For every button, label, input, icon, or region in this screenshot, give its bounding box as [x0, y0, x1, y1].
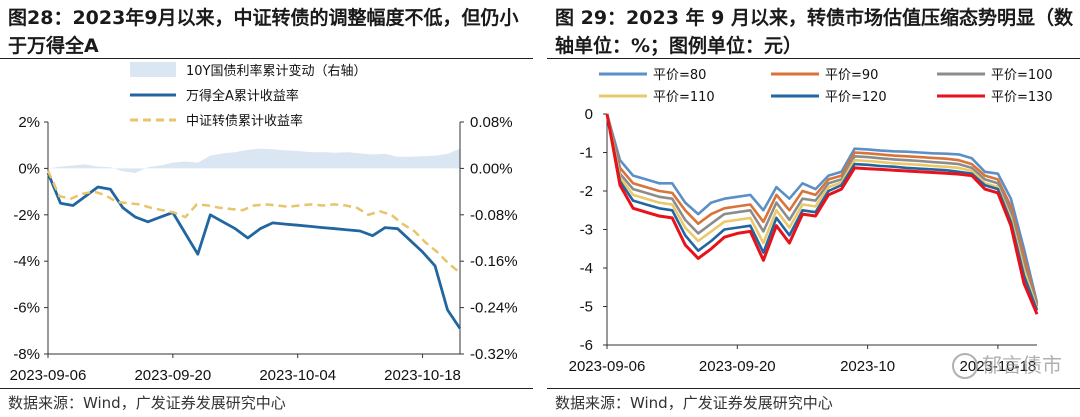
series-line-cb-index: [46, 170, 461, 274]
legend-label-parity-80: 平价=80: [653, 68, 706, 83]
left-chart-title: 图28：2023年9月以来，中证转债的调整幅度不低，但仍小于万得全A: [8, 7, 519, 57]
legend-label-parity-100: 平价=100: [991, 68, 1053, 83]
left-source-divider: [0, 388, 533, 389]
series-line-parity-110: [605, 113, 1039, 309]
wechat-icon: [952, 353, 978, 379]
legend-label-parity-110: 平价=110: [653, 90, 715, 105]
series-area-10y-yield: [48, 148, 460, 174]
legend-label-area: 10Y国债利率累计变动（右轴）: [186, 63, 366, 79]
watermark-text: 郁言债市: [982, 352, 1062, 377]
right-y-tick-label: -0.32%: [470, 346, 518, 363]
series-line-parity-120: [605, 113, 1039, 311]
x-tick-label: 2023-10-04: [259, 367, 336, 384]
left-y-tick-label: -4%: [13, 253, 40, 270]
y-tick-label: -2: [580, 183, 593, 200]
x-tick-label: 2023-09-06: [569, 358, 646, 375]
series-line-wind-a: [46, 172, 462, 330]
right-chart-title: 图 29：2023 年 9 月以来，转债市场估值压缩态势明显（数轴单位：%；图例…: [555, 7, 1074, 57]
y-tick-label: -3: [580, 222, 593, 239]
left-y-tick-label: -8%: [13, 346, 40, 363]
left-title-divider: [0, 58, 533, 59]
x-tick-label: 2023-10: [840, 358, 895, 375]
legend-label-wind-a: 万得全A累计收益率: [186, 88, 299, 104]
legend-label-parity-90: 平价=90: [825, 68, 878, 83]
right-y-tick-label: -0.24%: [470, 300, 518, 317]
series-line-parity-80: [605, 113, 1039, 304]
left-y-tick-label: 2%: [18, 114, 40, 131]
legend-label-parity-130: 平价=130: [991, 90, 1053, 105]
x-tick-label: 2023-09-06: [10, 367, 87, 384]
right-y-tick-label: 0.08%: [470, 114, 513, 131]
x-tick-label: 2023-09-20: [134, 367, 211, 384]
left-chart-panel: 图28：2023年9月以来，中证转债的调整幅度不低，但仍小于万得全A 2% 0% -…: [0, 0, 533, 417]
legend-label-cb-index: 中证转债累计收益率: [186, 113, 303, 129]
x-tick-label: 2023-10-18: [384, 367, 461, 384]
right-source-divider: [547, 388, 1080, 389]
series-line-parity-130: [605, 113, 1039, 315]
right-chart-panel: 图 29：2023 年 9 月以来，转债市场估值压缩态势明显（数轴单位：%；图例…: [547, 0, 1080, 417]
right-y-tick-label: -0.16%: [470, 253, 518, 270]
right-source-note: 数据来源：Wind，广发证券发展研究中心: [555, 394, 833, 412]
left-y-tick-label: -6%: [13, 300, 40, 317]
watermark: 郁言债市: [952, 349, 1062, 379]
right-y-tick-label: 0.00%: [470, 160, 513, 177]
legend-swatch-area: [130, 62, 176, 77]
left-y-tick-label: 0%: [18, 160, 40, 177]
y-tick-label: 0: [585, 106, 593, 123]
x-tick-label: 2023-10-18: [960, 358, 1037, 375]
series-line-parity-90: [605, 113, 1039, 305]
y-tick-label: -5: [580, 299, 593, 316]
right-chart-svg: 0 -1 -2 -3 -4 -5 -6 2023-09-06 2023-09-20 2023-10…: [569, 68, 1053, 375]
right-y-tick-label: -0.08%: [470, 207, 518, 224]
left-source-note: 数据来源：Wind，广发证券发展研究中心: [8, 394, 286, 412]
left-y-tick-label: -2%: [13, 207, 40, 224]
legend-label-parity-120: 平价=120: [825, 90, 887, 105]
series-line-parity-100: [605, 113, 1039, 307]
right-title-divider: [547, 58, 1080, 59]
left-chart-svg: 2% 0% -2% -4% -6% -8% 0.08% 0.00% -0.08% -0.16% -0…: [10, 62, 518, 384]
y-tick-label: -4: [580, 260, 593, 277]
x-tick-label: 2023-09-20: [699, 358, 776, 375]
y-tick-label: -6: [580, 337, 593, 354]
y-tick-label: -1: [580, 145, 593, 162]
